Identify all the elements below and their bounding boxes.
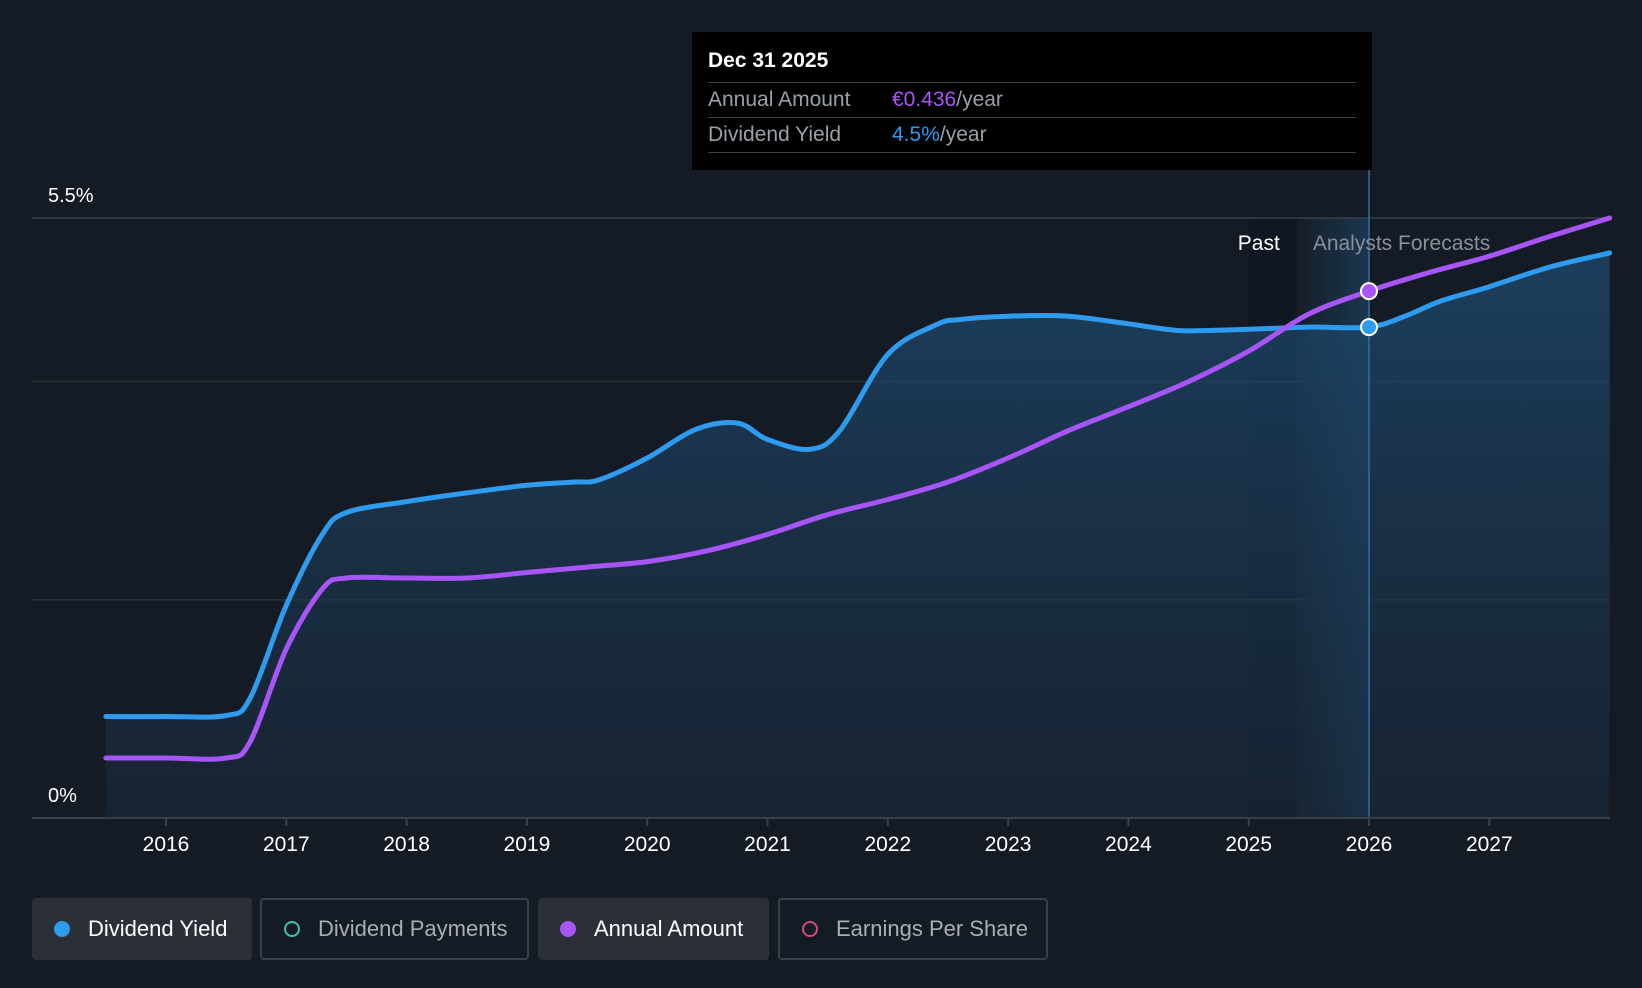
x-tick-label: 2016 bbox=[143, 833, 190, 856]
x-tick-label: 2025 bbox=[1225, 833, 1272, 856]
tooltip-yield-label: Dividend Yield bbox=[708, 123, 842, 146]
x-tick-label: 2021 bbox=[744, 833, 791, 856]
x-tick-label: 2017 bbox=[263, 833, 310, 856]
legend-label: Dividend Payments bbox=[318, 916, 508, 941]
legend-earnings-per-share[interactable]: Earnings Per Share bbox=[778, 898, 1048, 960]
tooltip-amount-value: €0.436 bbox=[892, 88, 957, 111]
dividend-yield-dot-icon bbox=[54, 921, 70, 937]
x-tick-label: 2020 bbox=[624, 833, 671, 856]
annual-amount-dot-icon bbox=[560, 921, 576, 937]
y-tick-label-top: 5.5% bbox=[48, 185, 94, 207]
x-tick-label: 2026 bbox=[1346, 833, 1393, 856]
dividend-yield-marker bbox=[1360, 318, 1378, 337]
analysts-forecasts-label: Analysts Forecasts bbox=[1313, 232, 1490, 255]
dividend-chart: 2016 2017 2018 2019 2020 2021 2022 2023 2024 2025… bbox=[32, 170, 1613, 856]
annual-amount-line bbox=[103, 215, 1613, 762]
tooltip-yield-row: Dividend Yield 4.5%/year bbox=[708, 118, 1356, 153]
tooltip-amount-label: Annual Amount bbox=[708, 88, 851, 111]
x-tick-label: 2023 bbox=[985, 833, 1032, 856]
x-tick-label: 2019 bbox=[504, 833, 551, 856]
x-tick-label: 2018 bbox=[383, 833, 430, 856]
legend-dividend-payments[interactable]: Dividend Payments bbox=[260, 898, 529, 960]
x-tick-label: 2022 bbox=[864, 833, 911, 856]
past-label: Past bbox=[1238, 232, 1280, 255]
tooltip-yield-unit: /year bbox=[939, 123, 987, 146]
legend-dividend-yield[interactable]: Dividend Yield bbox=[32, 898, 252, 960]
tooltip-yield-value: 4.5% bbox=[892, 123, 940, 146]
chart-tooltip: Dec 31 2025 Annual Amount €0.436/year Di… bbox=[692, 32, 1372, 170]
dividend-yield-area bbox=[105, 252, 1610, 818]
legend-label: Dividend Yield bbox=[88, 916, 228, 941]
legend-label: Annual Amount bbox=[594, 916, 744, 941]
dividend-yield-line bbox=[103, 250, 1613, 720]
legend-label: Earnings Per Share bbox=[836, 916, 1028, 941]
x-tick-label: 2024 bbox=[1105, 833, 1152, 856]
legend-annual-amount[interactable]: Annual Amount bbox=[538, 898, 769, 960]
tooltip-amount-row: Annual Amount €0.436/year bbox=[708, 83, 1356, 118]
earnings-per-share-ring-icon bbox=[802, 921, 818, 937]
dividend-payments-ring-icon bbox=[284, 921, 300, 937]
tooltip-amount-unit: /year bbox=[956, 88, 1003, 111]
x-tick-label: 2027 bbox=[1466, 833, 1513, 856]
annual-amount-marker bbox=[1360, 282, 1378, 301]
tooltip-date: Dec 31 2025 bbox=[708, 46, 1356, 83]
y-tick-label-bottom: 0% bbox=[48, 785, 77, 807]
